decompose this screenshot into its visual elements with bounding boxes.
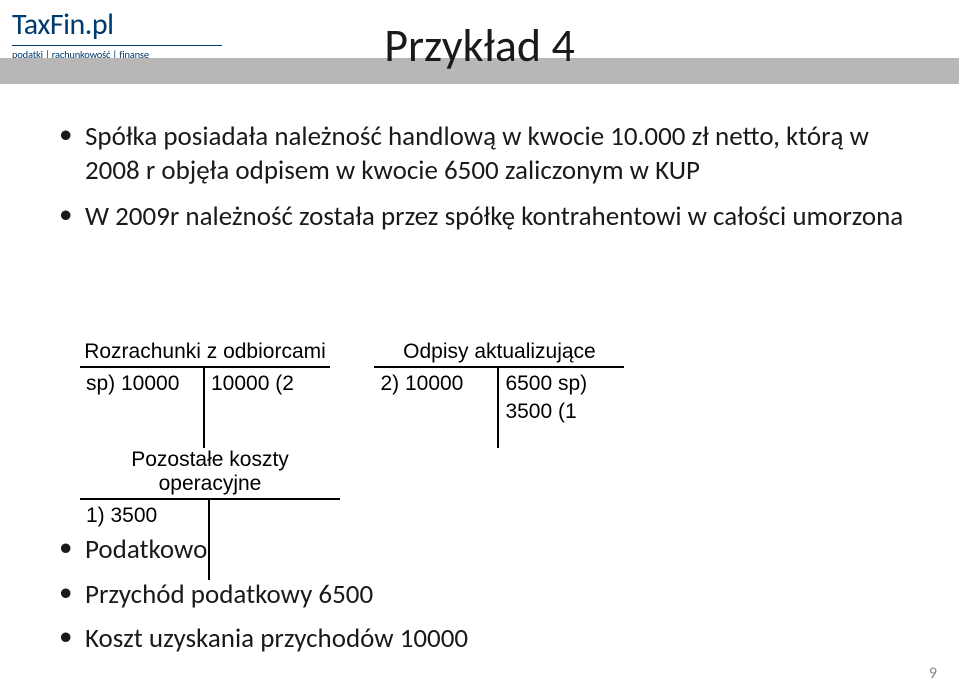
t-account-credit: 10000 (2: [205, 368, 330, 448]
t-account-title: Pozostałe koszty operacyjne: [80, 448, 340, 500]
t-account: Rozrachunki z odbiorcami sp) 10000 10000…: [80, 340, 330, 448]
t-account-body: sp) 10000 10000 (2: [80, 368, 330, 448]
t-account-title: Rozrachunki z odbiorcami: [80, 340, 330, 368]
page-title: Przykład 4: [0, 18, 959, 74]
t-account-title: Odpisy aktualizujące: [374, 340, 624, 368]
t-account-debit: sp) 10000: [80, 368, 205, 448]
bullet-list-bottom: Podatkowo Przychód podatkowy 6500 Koszt …: [55, 530, 905, 664]
bullet-list-top: Spółka posiadała należność handlową w kw…: [55, 120, 905, 245]
bullet-item: Podatkowo: [55, 530, 905, 571]
bullet-item: W 2009r należność została przez spółkę k…: [55, 200, 905, 234]
t-account-entry: sp) 10000: [86, 370, 197, 398]
t-account-credit: 6500 sp) 3500 (1: [499, 368, 624, 448]
t-account: Odpisy aktualizujące 2) 10000 6500 sp) 3…: [374, 340, 624, 448]
bullet-item: Koszt uzyskania przychodów 10000: [55, 619, 905, 660]
t-account-entry: 1) 3500: [86, 502, 202, 530]
t-account-debit: 2) 10000: [374, 368, 499, 448]
t-account-entry: 2) 10000: [380, 370, 491, 398]
page-number: 9: [929, 664, 937, 683]
t-account-entry: 10000 (2: [211, 370, 324, 398]
bullet-item: Przychód podatkowy 6500: [55, 575, 905, 616]
bullet-item: Spółka posiadała należność handlową w kw…: [55, 120, 905, 188]
t-account-entry: 6500 sp): [505, 370, 618, 398]
t-account-entry: 3500 (1: [505, 398, 618, 426]
t-account-body: 2) 10000 6500 sp) 3500 (1: [374, 368, 624, 448]
